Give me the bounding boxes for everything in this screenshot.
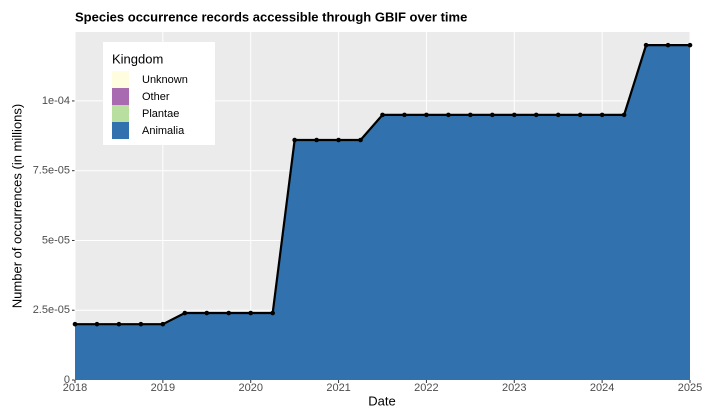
point xyxy=(380,112,385,118)
point xyxy=(577,112,583,118)
x-tick-label: 2019 xyxy=(151,382,175,394)
point xyxy=(182,310,188,316)
y-tick-label: 1e-04 xyxy=(42,95,70,107)
point xyxy=(160,321,166,327)
point xyxy=(665,42,671,48)
chart-title: Species occurrence records accessible th… xyxy=(75,9,467,24)
point xyxy=(687,42,693,48)
point xyxy=(270,310,275,316)
point xyxy=(72,321,78,327)
point xyxy=(643,42,649,48)
point xyxy=(226,310,232,316)
point xyxy=(468,112,473,118)
point xyxy=(292,137,297,143)
y-tick-label: 7.5e-05 xyxy=(33,165,70,177)
x-tick-label: 2018 xyxy=(63,382,87,394)
x-tick-label: 2022 xyxy=(414,382,438,394)
legend-label: Animalia xyxy=(142,125,185,137)
point xyxy=(336,137,341,143)
legend-key xyxy=(112,71,129,88)
x-tick-label: 2023 xyxy=(502,382,526,394)
legend-key xyxy=(112,105,129,122)
point xyxy=(533,112,539,118)
point xyxy=(358,137,363,143)
point xyxy=(314,137,319,143)
legend-label: Unknown xyxy=(142,74,188,86)
x-tick-label: 2024 xyxy=(590,382,614,394)
x-tick-label: 2021 xyxy=(326,382,350,394)
point xyxy=(402,112,407,118)
legend: Kingdom Unknown Other Plantae Animalia xyxy=(103,42,215,145)
point xyxy=(555,112,561,118)
y-tick-label: 2.5e-05 xyxy=(33,304,70,316)
point xyxy=(116,321,122,327)
point xyxy=(599,112,605,118)
point xyxy=(248,310,254,316)
point xyxy=(446,112,451,118)
y-axis-title: Number of occurrences (in millions) xyxy=(9,104,24,308)
legend-label: Plantae xyxy=(142,108,179,120)
legend-label: Other xyxy=(142,91,170,103)
point xyxy=(490,112,495,118)
x-tick-label: 2020 xyxy=(238,382,262,394)
area xyxy=(75,45,690,381)
point xyxy=(204,310,210,316)
point xyxy=(621,112,627,118)
y-tick-label: 0 xyxy=(64,374,70,386)
y-tick-label: 5e-05 xyxy=(42,234,70,246)
point xyxy=(138,321,144,327)
point xyxy=(511,112,517,118)
legend-key xyxy=(112,88,129,105)
x-axis-title: Date xyxy=(368,393,395,408)
point xyxy=(424,112,429,118)
x-tick-label: 2025 xyxy=(678,382,702,394)
legend-key xyxy=(112,122,129,139)
legend-title: Kingdom xyxy=(112,51,163,66)
point xyxy=(94,321,100,327)
